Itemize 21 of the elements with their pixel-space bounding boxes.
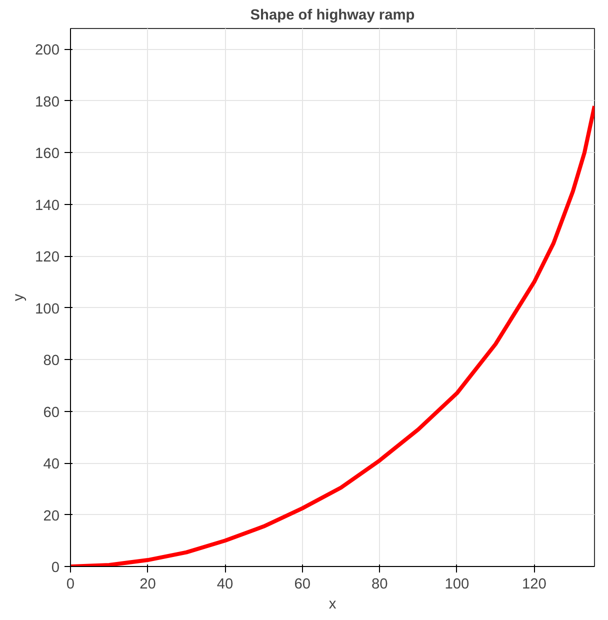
y-tick-label: 100	[35, 301, 60, 318]
y-axis-title: y	[11, 293, 28, 302]
y-tick-label: 180	[35, 94, 60, 110]
y-tick-label: 40	[43, 456, 60, 473]
x-tick-label: 20	[140, 576, 156, 592]
x-tick-label: 120	[522, 576, 546, 592]
y-tick-label: 60	[43, 404, 60, 421]
x-axis-title: x	[328, 596, 337, 612]
chart-title: Shape of highway ramp	[250, 8, 415, 24]
x-tick-label: 0	[66, 576, 75, 592]
x-tick-label: 60	[294, 576, 311, 592]
y-tick-label: 200	[35, 42, 60, 59]
x-tick-label: 80	[371, 576, 388, 592]
y-tick-label: 0	[51, 560, 60, 576]
y-tick-label: 20	[43, 508, 60, 524]
y-tick-label: 140	[35, 198, 60, 214]
x-tick-label: 100	[444, 576, 470, 592]
y-tick-label: 120	[35, 250, 60, 266]
y-tick-label: 80	[43, 353, 60, 370]
y-tick-label: 160	[35, 146, 60, 162]
x-tick-label: 40	[216, 576, 234, 592]
